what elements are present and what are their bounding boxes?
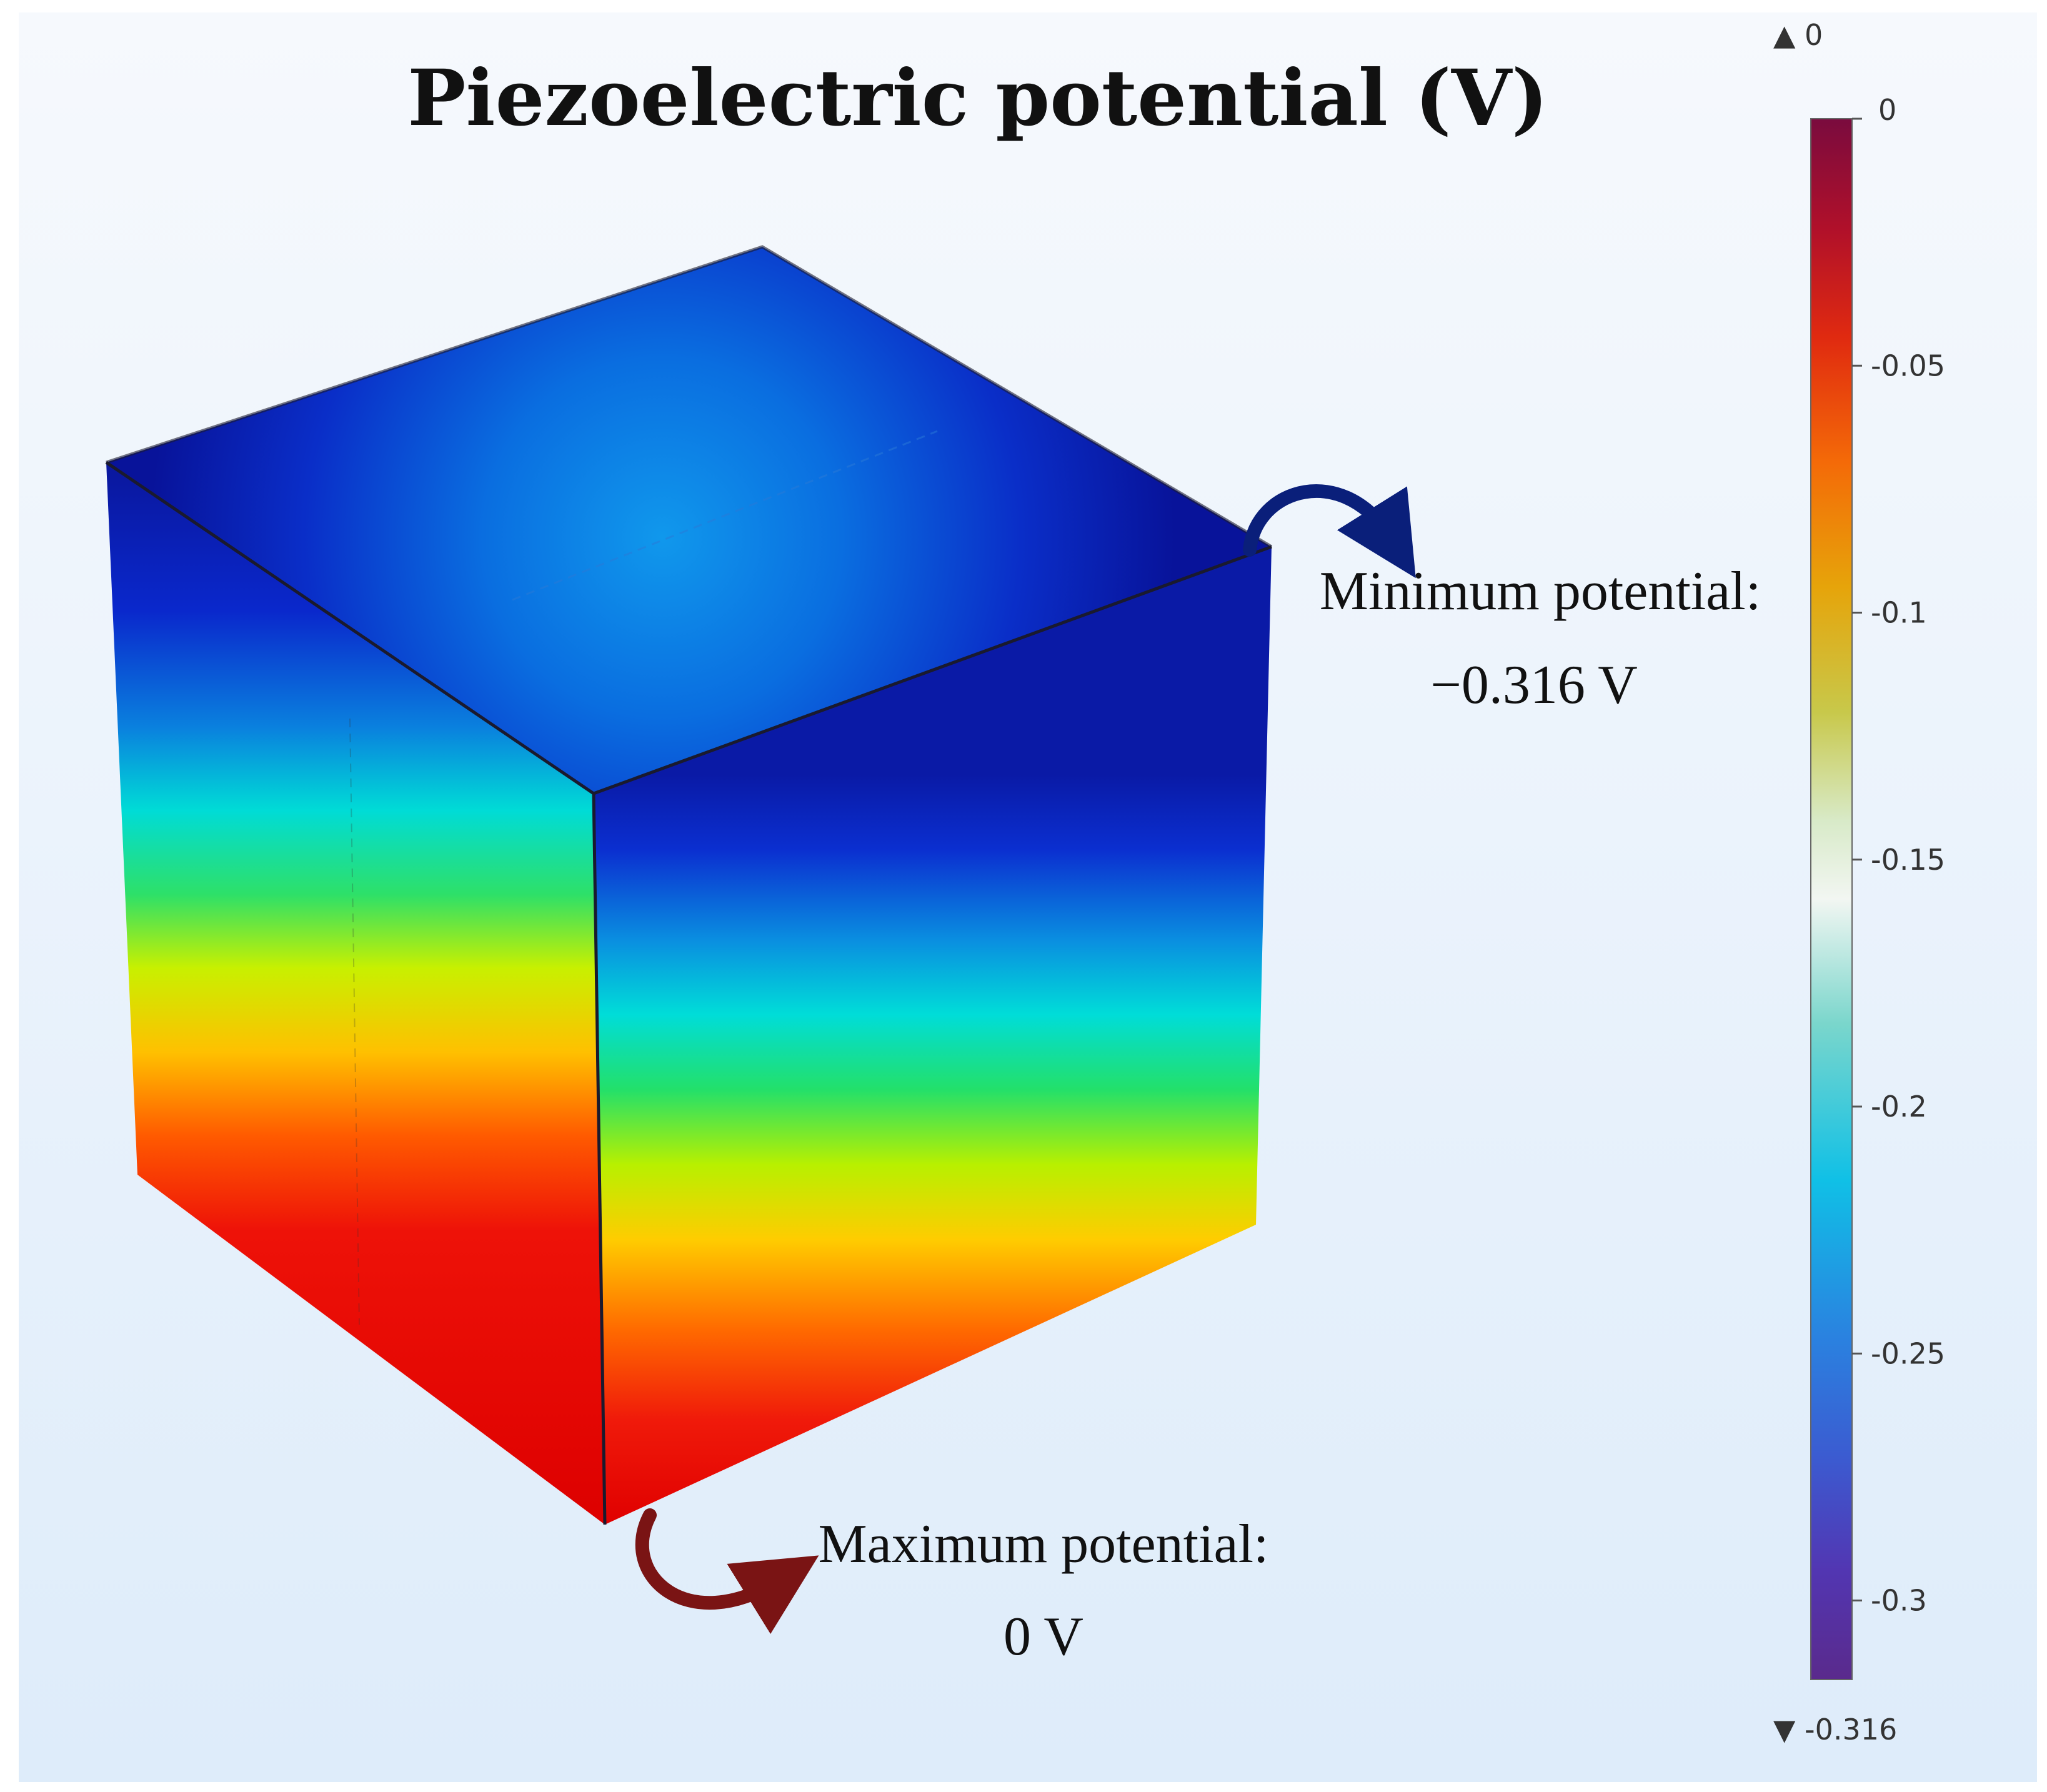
colorbar-tick-label: -0.25 xyxy=(1871,1337,1945,1370)
colorbar-min-marker: ▼ -0.316 xyxy=(1773,1713,1897,1746)
minimum-value: −0.316 V xyxy=(1430,655,1638,715)
colorbar-gradient xyxy=(1810,118,1853,1680)
maximum-label: Maximum potential: xyxy=(818,1514,1268,1575)
cube-left-face xyxy=(106,462,605,1525)
colorbar-ticks: 0 -0.05 -0.1 -0.15 -0.2 -0.25 -0.3 xyxy=(1852,93,1945,1618)
colorbar: ▲ 0 0 -0.05 -0.1 -0.15 -0.2 -0.25 -0.3 ▼ -0.31… xyxy=(1773,18,1945,1746)
curved-arrow-icon xyxy=(635,1508,819,1635)
cube-edge-front-top xyxy=(593,545,1272,795)
colorbar-tick-label: -0.1 xyxy=(1871,596,1927,630)
colorbar-max-marker: ▲ 0 xyxy=(1773,18,1823,52)
colorbar-tick-label: -0.3 xyxy=(1871,1584,1927,1618)
cube-hidden-edge xyxy=(512,430,938,601)
colorbar-tick-label: -0.2 xyxy=(1871,1090,1927,1123)
cube-edge-left-top xyxy=(105,460,595,795)
cube-edge-front-vertical xyxy=(592,793,607,1525)
curved-arrow-icon xyxy=(1243,484,1416,579)
cube-top-face xyxy=(106,247,1272,794)
maximum-annotation: Maximum potential: 0 V xyxy=(635,1508,1269,1667)
cube-back-edges xyxy=(106,245,1273,549)
minimum-label: Minimum potential: xyxy=(1320,561,1761,622)
minimum-annotation: Minimum potential: −0.316 V xyxy=(1243,484,1761,715)
figure-title: Piezoelectric potential (V) xyxy=(407,53,1548,144)
maximum-value: 0 V xyxy=(1004,1606,1083,1667)
colorbar-tick-label: -0.15 xyxy=(1871,843,1945,877)
cube-model xyxy=(105,245,1273,1525)
cube-hidden-edge xyxy=(349,718,360,1325)
cube-front-face xyxy=(594,547,1272,1525)
colorbar-tick-label: -0.05 xyxy=(1871,349,1945,382)
colorbar-tick-label: 0 xyxy=(1878,93,1896,127)
